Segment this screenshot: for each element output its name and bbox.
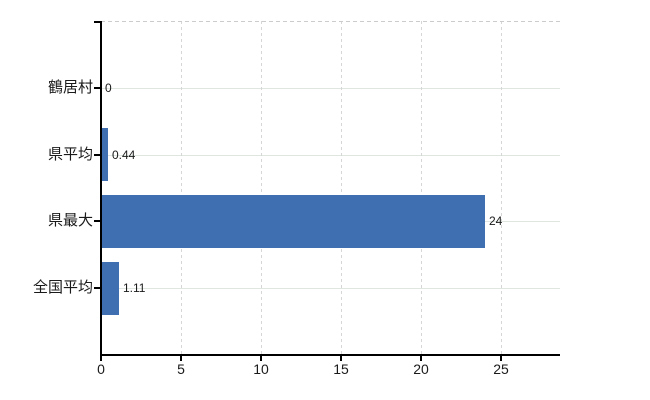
x-tick-label: 15 [333, 361, 349, 377]
bar [101, 128, 108, 181]
v-gridline [421, 21, 422, 355]
y-tick [94, 21, 101, 23]
x-tick [100, 356, 102, 361]
x-tick-label: 0 [97, 361, 105, 377]
x-tick [500, 356, 502, 361]
x-tick-label: 20 [413, 361, 429, 377]
category-label: 県平均 [47, 146, 93, 163]
bar [101, 262, 119, 315]
y-tick [94, 154, 101, 156]
category-label: 全国平均 [32, 279, 93, 296]
x-tick [340, 356, 342, 361]
v-gridline [181, 21, 182, 355]
h-gridline [101, 87, 560, 89]
category-label: 県最大 [47, 212, 93, 229]
value-label: 1.11 [123, 281, 146, 295]
h-gridline [101, 287, 560, 289]
v-gridline [341, 21, 342, 355]
x-axis-line [100, 354, 560, 356]
v-gridline [261, 21, 262, 355]
h-gridline [101, 154, 560, 156]
category-label: 鶴居村 [47, 79, 93, 96]
x-tick-label: 25 [493, 361, 509, 377]
x-tick [420, 356, 422, 361]
y-tick [94, 220, 101, 222]
y-tick [94, 287, 101, 289]
y-axis-line [100, 21, 102, 355]
value-label: 0 [105, 81, 112, 95]
x-tick-label: 5 [177, 361, 185, 377]
plot-top-border [101, 21, 560, 22]
value-label: 24 [489, 214, 503, 228]
v-gridline [501, 21, 502, 355]
y-tick [94, 87, 101, 89]
x-tick [260, 356, 262, 361]
x-tick [180, 356, 182, 361]
x-tick-label: 10 [253, 361, 269, 377]
bar [101, 195, 485, 248]
value-label: 0.44 [112, 148, 136, 162]
